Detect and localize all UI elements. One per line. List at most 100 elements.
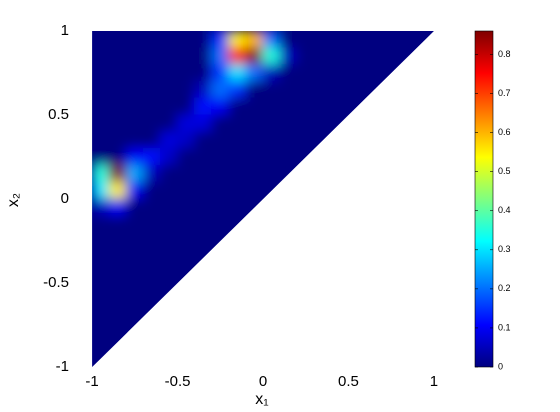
heat-cell: [330, 114, 349, 133]
heat-cell: [211, 232, 230, 250]
heat-cell: [125, 215, 144, 234]
heat-cell: [177, 215, 196, 234]
heat-cell: [125, 282, 144, 301]
heat-cell: [245, 64, 264, 82]
x-axis-label: x₁: [255, 391, 268, 408]
heat-cell: [313, 131, 332, 150]
heat-cell: [245, 47, 264, 66]
heat-cell: [92, 265, 110, 284]
heat-cell: [159, 248, 179, 267]
heat-cell: [347, 80, 367, 99]
heat-cell: [194, 248, 213, 267]
heat-cell: [159, 114, 179, 133]
heat-cell: [159, 80, 179, 99]
heat-cell: [92, 181, 110, 200]
y-tick-label: -1: [56, 358, 69, 375]
heat-cell: [125, 248, 144, 267]
heat-cell: [296, 148, 315, 166]
heat-cell: [177, 181, 196, 200]
heat-cell: [228, 198, 247, 217]
heat-cell: [125, 232, 144, 250]
heat-cell: [245, 181, 264, 200]
heat-cell: [211, 64, 230, 82]
heat-cell: [142, 299, 161, 318]
heat-cell: [125, 47, 144, 66]
heat-cell: [159, 31, 179, 49]
heat-cell: [92, 114, 110, 133]
heat-cell: [262, 148, 281, 166]
heat-cell: [177, 80, 196, 99]
heat-cell: [125, 181, 144, 200]
colorbar: [474, 30, 494, 368]
heat-cell: [125, 114, 144, 133]
heat-cell: [194, 80, 213, 99]
heat-cell: [125, 131, 144, 150]
heat-cell: [279, 164, 298, 183]
heat-cell: [211, 164, 230, 183]
heat-cell: [347, 31, 367, 49]
heat-cell: [330, 31, 349, 49]
heat-cell: [92, 215, 110, 234]
heat-cell: [245, 131, 264, 150]
heat-cell: [313, 64, 332, 82]
heat-cell: [177, 64, 196, 82]
heat-cell: [228, 47, 247, 66]
heat-cell: [194, 198, 213, 217]
heat-cell: [159, 164, 179, 183]
heat-cell: [108, 80, 127, 99]
heat-cell: [142, 80, 161, 99]
heat-cell: [142, 31, 161, 49]
heat-cell: [159, 131, 179, 150]
heat-cell: [108, 316, 127, 334]
heat-cell: [228, 31, 247, 49]
heat-cell: [347, 47, 367, 66]
heat-cell: [142, 148, 161, 166]
heat-cell: [279, 148, 298, 166]
heat-cell: [228, 181, 247, 200]
heat-cell: [92, 31, 110, 49]
heat-cell: [245, 148, 264, 166]
heat-cell: [313, 31, 332, 49]
x-tick-label: 0.5: [338, 373, 359, 390]
heat-cell: [330, 47, 349, 66]
heat-cell: [211, 181, 230, 200]
heat-cell: [262, 80, 281, 99]
heat-cell: [399, 31, 418, 49]
heat-cell: [330, 97, 349, 116]
heat-cell: [108, 299, 127, 318]
heat-cell: [92, 64, 110, 82]
heat-cell: [211, 114, 230, 133]
heat-cell: [382, 31, 401, 49]
heat-cell: [382, 64, 401, 82]
heatmap-cells: [92, 31, 434, 367]
heat-cell: [108, 248, 127, 267]
heat-cell: [177, 97, 196, 116]
heat-cell: [279, 131, 298, 150]
heat-cell: [159, 265, 179, 284]
heat-cell: [177, 248, 196, 267]
y-tick-label: 1: [61, 22, 69, 39]
heat-cell: [92, 248, 110, 267]
heat-cell: [228, 164, 247, 183]
heat-cell: [177, 148, 196, 166]
heat-cell: [108, 64, 127, 82]
heat-cell: [296, 114, 315, 133]
heat-cell: [108, 181, 127, 200]
heat-cell: [125, 164, 144, 183]
heat-cell: [211, 31, 230, 49]
heat-cell: [92, 282, 110, 301]
heat-cell: [177, 31, 196, 49]
heat-cell: [159, 64, 179, 82]
heatmap-area: [92, 31, 434, 367]
heat-cell: [92, 164, 110, 183]
y-tick-label: 0.5: [48, 106, 69, 123]
x-tick-label: 0: [259, 373, 267, 390]
heat-cell: [313, 114, 332, 133]
heat-cell: [262, 97, 281, 116]
heat-cell: [262, 164, 281, 183]
heat-cell: [194, 97, 213, 116]
heat-cell: [262, 114, 281, 133]
heat-cell: [228, 148, 247, 166]
heat-cell: [296, 64, 315, 82]
heat-cell: [142, 248, 161, 267]
